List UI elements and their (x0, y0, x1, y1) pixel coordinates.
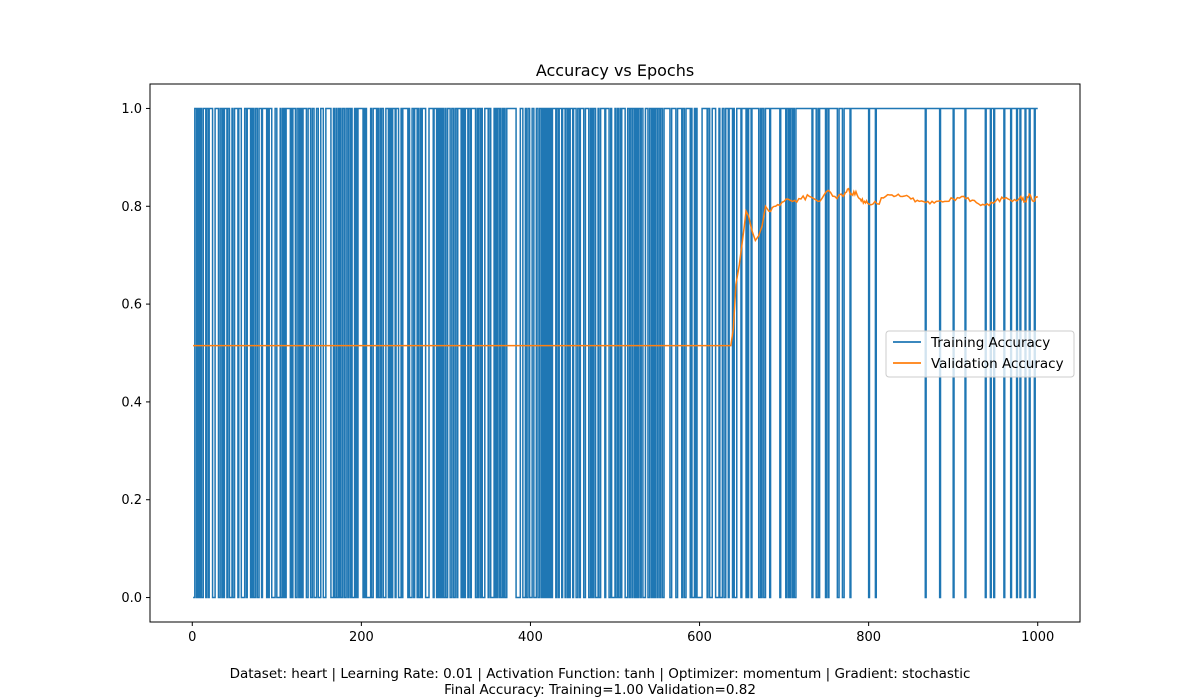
caption-hyperparameters: Dataset: heart | Learning Rate: 0.01 | A… (229, 666, 971, 682)
x-tick-label: 600 (687, 630, 712, 645)
x-axis: 0 200 400 600 800 1000 (188, 622, 1054, 645)
y-tick-label: 0.0 (121, 591, 142, 606)
legend-label-validation: Validation Accuracy (931, 356, 1064, 372)
y-tick-label: 0.4 (121, 395, 142, 410)
legend-label-training: Training Accuracy (930, 335, 1050, 351)
y-tick-label: 1.0 (121, 102, 142, 117)
x-tick-label: 800 (856, 630, 881, 645)
training-accuracy-series (193, 107, 1038, 599)
y-axis: 0.0 0.2 0.4 0.6 0.8 1.0 (121, 102, 150, 606)
caption-final-accuracy: Final Accuracy: Training=1.00 Validation… (444, 682, 756, 698)
axes-border (149, 83, 1081, 623)
y-tick-label: 0.2 (121, 493, 142, 508)
training-accuracy-line (193, 107, 1038, 599)
legend: Training Accuracy Validation Accuracy (885, 330, 1075, 378)
legend-box (885, 330, 1075, 378)
chart-title: Accuracy vs Epochs (536, 61, 694, 80)
x-tick-label: 0 (188, 630, 196, 645)
x-tick-label: 200 (349, 630, 374, 645)
validation-accuracy-series (193, 187, 1039, 347)
x-tick-label: 1000 (1021, 630, 1054, 645)
y-tick-label: 0.8 (121, 200, 142, 215)
y-tick-label: 0.6 (121, 298, 142, 313)
validation-accuracy-line (193, 187, 1039, 347)
x-tick-label: 400 (518, 630, 543, 645)
